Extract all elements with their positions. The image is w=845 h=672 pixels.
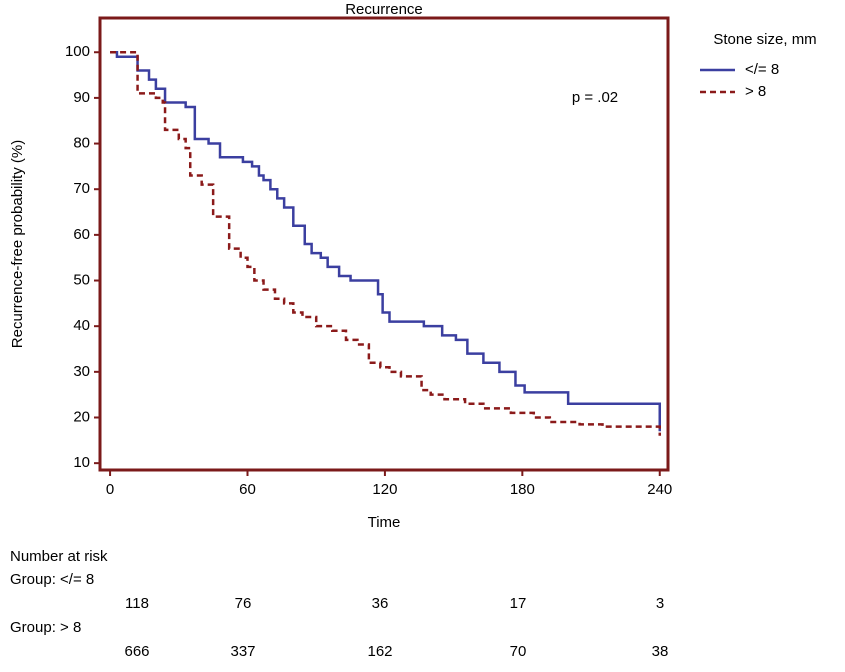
risk-count: 337: [230, 643, 255, 660]
y-axis-label: Recurrence-free probability (%): [9, 140, 26, 348]
y-tick-label: 80: [73, 135, 90, 152]
survival-curve: [110, 50, 662, 432]
x-tick-label: 240: [647, 481, 672, 498]
x-tick-label: 180: [510, 481, 535, 498]
y-tick-label: 20: [73, 408, 90, 425]
risk-group-label: Group: </= 8: [10, 571, 94, 588]
y-tick-label: 50: [73, 271, 90, 288]
annotation: p = .02: [572, 89, 618, 106]
risk-count: 70: [510, 643, 527, 660]
chart-title: Recurrence: [345, 1, 423, 18]
risk-group-label: Group: > 8: [10, 619, 81, 636]
legend-label: </= 8: [745, 61, 779, 78]
legend-label: > 8: [745, 83, 766, 100]
y-tick-label: 40: [73, 317, 90, 334]
y-tick-label: 100: [65, 43, 90, 60]
y-tick-label: 70: [73, 180, 90, 197]
legend-title: Stone size, mm: [713, 31, 816, 48]
risk-count: 76: [235, 595, 252, 612]
plot-frame: [98, 16, 670, 472]
y-tick-label: 30: [73, 363, 90, 380]
y-tick-label: 60: [73, 226, 90, 243]
x-tick-label: 0: [106, 481, 114, 498]
risk-count: 666: [124, 643, 149, 660]
y-tick-label: 90: [73, 89, 90, 106]
risk-count: 162: [367, 643, 392, 660]
risk-title: Number at risk: [10, 548, 108, 565]
x-axis-label: Time: [368, 514, 401, 531]
risk-count: 38: [652, 643, 669, 660]
y-tick-label: 10: [73, 454, 90, 471]
risk-count: 36: [372, 595, 389, 612]
x-tick-label: 120: [372, 481, 397, 498]
risk-count: 3: [656, 595, 664, 612]
risk-count: 118: [125, 595, 149, 612]
risk-count: 17: [510, 595, 527, 612]
x-tick-label: 60: [239, 481, 256, 498]
survival-curve: [110, 50, 662, 436]
